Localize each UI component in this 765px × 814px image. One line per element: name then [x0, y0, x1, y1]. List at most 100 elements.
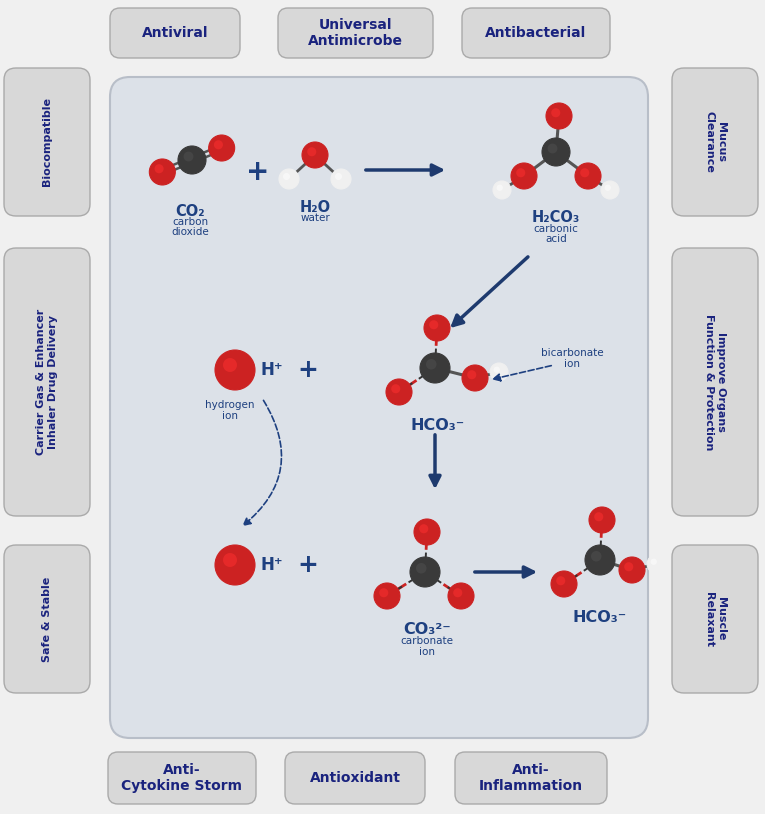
Circle shape	[556, 576, 565, 585]
Text: Biocompatible: Biocompatible	[42, 98, 52, 186]
Text: H⁺: H⁺	[261, 361, 283, 379]
Circle shape	[308, 147, 316, 156]
Circle shape	[575, 163, 601, 189]
Text: ion: ion	[564, 359, 580, 369]
Circle shape	[223, 358, 237, 372]
Circle shape	[496, 185, 503, 191]
FancyBboxPatch shape	[672, 545, 758, 693]
FancyBboxPatch shape	[4, 68, 90, 216]
Circle shape	[419, 524, 428, 533]
Circle shape	[585, 545, 615, 575]
FancyBboxPatch shape	[462, 8, 610, 58]
Circle shape	[552, 108, 560, 117]
Circle shape	[374, 583, 400, 609]
Circle shape	[548, 143, 558, 153]
Text: Safe & Stable: Safe & Stable	[42, 576, 52, 662]
Circle shape	[391, 384, 400, 393]
Circle shape	[178, 146, 206, 174]
Text: Muscle
Relaxant: Muscle Relaxant	[705, 592, 726, 646]
Text: +: +	[298, 358, 318, 382]
Circle shape	[429, 320, 438, 330]
FancyBboxPatch shape	[110, 77, 648, 738]
Circle shape	[279, 169, 299, 189]
Circle shape	[426, 359, 437, 370]
Circle shape	[331, 169, 351, 189]
Text: CO₃²⁻: CO₃²⁻	[403, 622, 451, 637]
Circle shape	[209, 135, 235, 161]
Circle shape	[155, 164, 164, 173]
Circle shape	[542, 138, 570, 166]
Circle shape	[551, 571, 577, 597]
Text: +: +	[246, 158, 270, 186]
Text: carbonate: carbonate	[401, 636, 454, 646]
FancyBboxPatch shape	[285, 752, 425, 804]
Circle shape	[493, 181, 511, 199]
Circle shape	[624, 562, 633, 571]
Circle shape	[215, 545, 255, 585]
Circle shape	[650, 558, 657, 565]
Circle shape	[453, 589, 462, 597]
Circle shape	[467, 370, 477, 379]
Circle shape	[490, 363, 508, 381]
Circle shape	[493, 366, 500, 373]
Circle shape	[410, 557, 440, 587]
FancyBboxPatch shape	[108, 752, 256, 804]
Text: +: +	[298, 553, 318, 577]
Text: carbon: carbon	[172, 217, 208, 227]
Text: Improve Organs
Function & Protection: Improve Organs Function & Protection	[705, 314, 726, 450]
Circle shape	[448, 583, 474, 609]
Text: Antioxidant: Antioxidant	[310, 771, 401, 785]
Text: Mucus
Clearance: Mucus Clearance	[705, 111, 726, 173]
Text: H₂CO₃: H₂CO₃	[532, 210, 580, 225]
FancyBboxPatch shape	[4, 545, 90, 693]
Text: HCO₃⁻: HCO₃⁻	[411, 418, 465, 433]
FancyBboxPatch shape	[672, 248, 758, 516]
Text: hydrogen: hydrogen	[205, 400, 255, 410]
Circle shape	[516, 168, 526, 177]
FancyArrowPatch shape	[243, 400, 282, 525]
Circle shape	[215, 350, 255, 390]
Circle shape	[424, 315, 450, 341]
FancyBboxPatch shape	[4, 248, 90, 516]
Text: dioxide: dioxide	[171, 227, 209, 237]
Text: ion: ion	[222, 411, 238, 421]
Circle shape	[302, 142, 328, 168]
Circle shape	[580, 168, 589, 177]
Text: Carrier Gas & Enhancer
Inhaler Drug Delivery: Carrier Gas & Enhancer Inhaler Drug Deli…	[36, 309, 58, 455]
Text: Antiviral: Antiviral	[142, 26, 208, 40]
Text: CO₂: CO₂	[175, 204, 205, 219]
Text: Universal
Antimicrobe: Universal Antimicrobe	[308, 18, 403, 48]
Text: Anti-
Inflammation: Anti- Inflammation	[479, 763, 583, 793]
Circle shape	[601, 181, 619, 199]
Text: bicarbonate: bicarbonate	[541, 348, 604, 358]
Text: carbonic: carbonic	[533, 224, 578, 234]
Circle shape	[335, 173, 342, 180]
Circle shape	[619, 557, 645, 583]
Circle shape	[589, 507, 615, 533]
Circle shape	[184, 151, 194, 161]
Circle shape	[594, 512, 604, 521]
Circle shape	[420, 353, 450, 383]
Circle shape	[379, 589, 389, 597]
Circle shape	[546, 103, 572, 129]
FancyBboxPatch shape	[455, 752, 607, 804]
Text: ion: ion	[419, 647, 435, 657]
Text: Antibacterial: Antibacterial	[485, 26, 587, 40]
Text: H⁺: H⁺	[261, 556, 283, 574]
Circle shape	[149, 159, 175, 185]
Circle shape	[416, 563, 427, 574]
FancyBboxPatch shape	[672, 68, 758, 216]
Text: HCO₃⁻: HCO₃⁻	[573, 610, 627, 625]
Text: H₂O: H₂O	[299, 200, 330, 215]
Circle shape	[647, 555, 665, 573]
Text: Anti-
Cytokine Storm: Anti- Cytokine Storm	[122, 763, 243, 793]
FancyBboxPatch shape	[278, 8, 433, 58]
Circle shape	[462, 365, 488, 391]
Text: water: water	[300, 213, 330, 223]
Circle shape	[414, 519, 440, 545]
Circle shape	[511, 163, 537, 189]
FancyBboxPatch shape	[110, 8, 240, 58]
Circle shape	[591, 551, 601, 562]
Circle shape	[386, 379, 412, 405]
Circle shape	[223, 553, 237, 567]
